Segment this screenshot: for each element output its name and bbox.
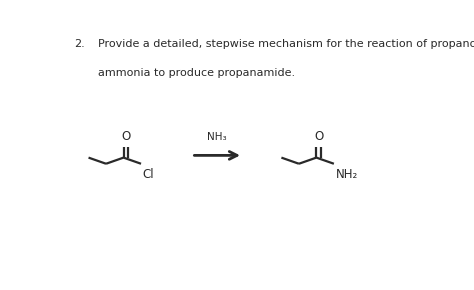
Text: Provide a detailed, stepwise mechanism for the reaction of propanoyl chloride wi: Provide a detailed, stepwise mechanism f… bbox=[98, 39, 474, 49]
Text: NH₃: NH₃ bbox=[208, 132, 227, 142]
Text: ammonia to produce propanamide.: ammonia to produce propanamide. bbox=[98, 68, 295, 78]
Text: Cl: Cl bbox=[143, 168, 155, 181]
Text: O: O bbox=[314, 130, 323, 143]
Text: NH₂: NH₂ bbox=[336, 168, 358, 181]
Text: 2.: 2. bbox=[74, 39, 85, 49]
Text: O: O bbox=[121, 130, 130, 143]
